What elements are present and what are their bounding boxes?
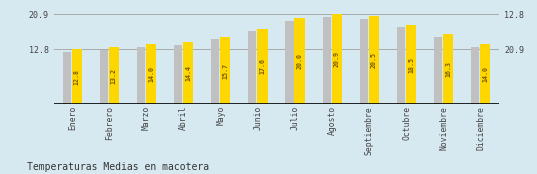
Bar [397,27,405,104]
Text: Temperaturas Medias en macotera: Temperaturas Medias en macotera [27,162,209,172]
Bar [183,42,193,104]
Bar [220,37,230,104]
Bar [331,14,342,104]
Bar [434,37,442,104]
Text: 15.7: 15.7 [222,62,228,78]
Bar [100,50,108,104]
Bar [406,25,416,104]
Text: 20.5: 20.5 [371,52,377,68]
Text: 12.8: 12.8 [74,69,79,85]
Bar [443,34,453,104]
Text: 20.0: 20.0 [296,53,302,69]
Text: 14.4: 14.4 [185,65,191,81]
Text: 14.0: 14.0 [148,66,154,82]
Bar [471,47,480,104]
Text: 14.0: 14.0 [482,66,488,82]
Bar [211,39,219,104]
Bar [71,49,82,104]
Bar [369,16,379,104]
Bar [108,48,119,104]
Text: 16.3: 16.3 [445,61,451,77]
Bar [146,44,156,104]
Bar [480,44,490,104]
Text: 13.2: 13.2 [111,68,117,84]
Bar [294,18,305,104]
Bar [360,19,368,104]
Bar [63,52,71,104]
Bar [137,47,145,104]
Bar [323,17,331,104]
Bar [248,31,257,104]
Bar [257,29,267,104]
Bar [174,45,182,104]
Text: 18.5: 18.5 [408,57,414,73]
Text: 20.9: 20.9 [333,51,340,67]
Text: 17.6: 17.6 [259,58,265,74]
Bar [286,21,294,104]
